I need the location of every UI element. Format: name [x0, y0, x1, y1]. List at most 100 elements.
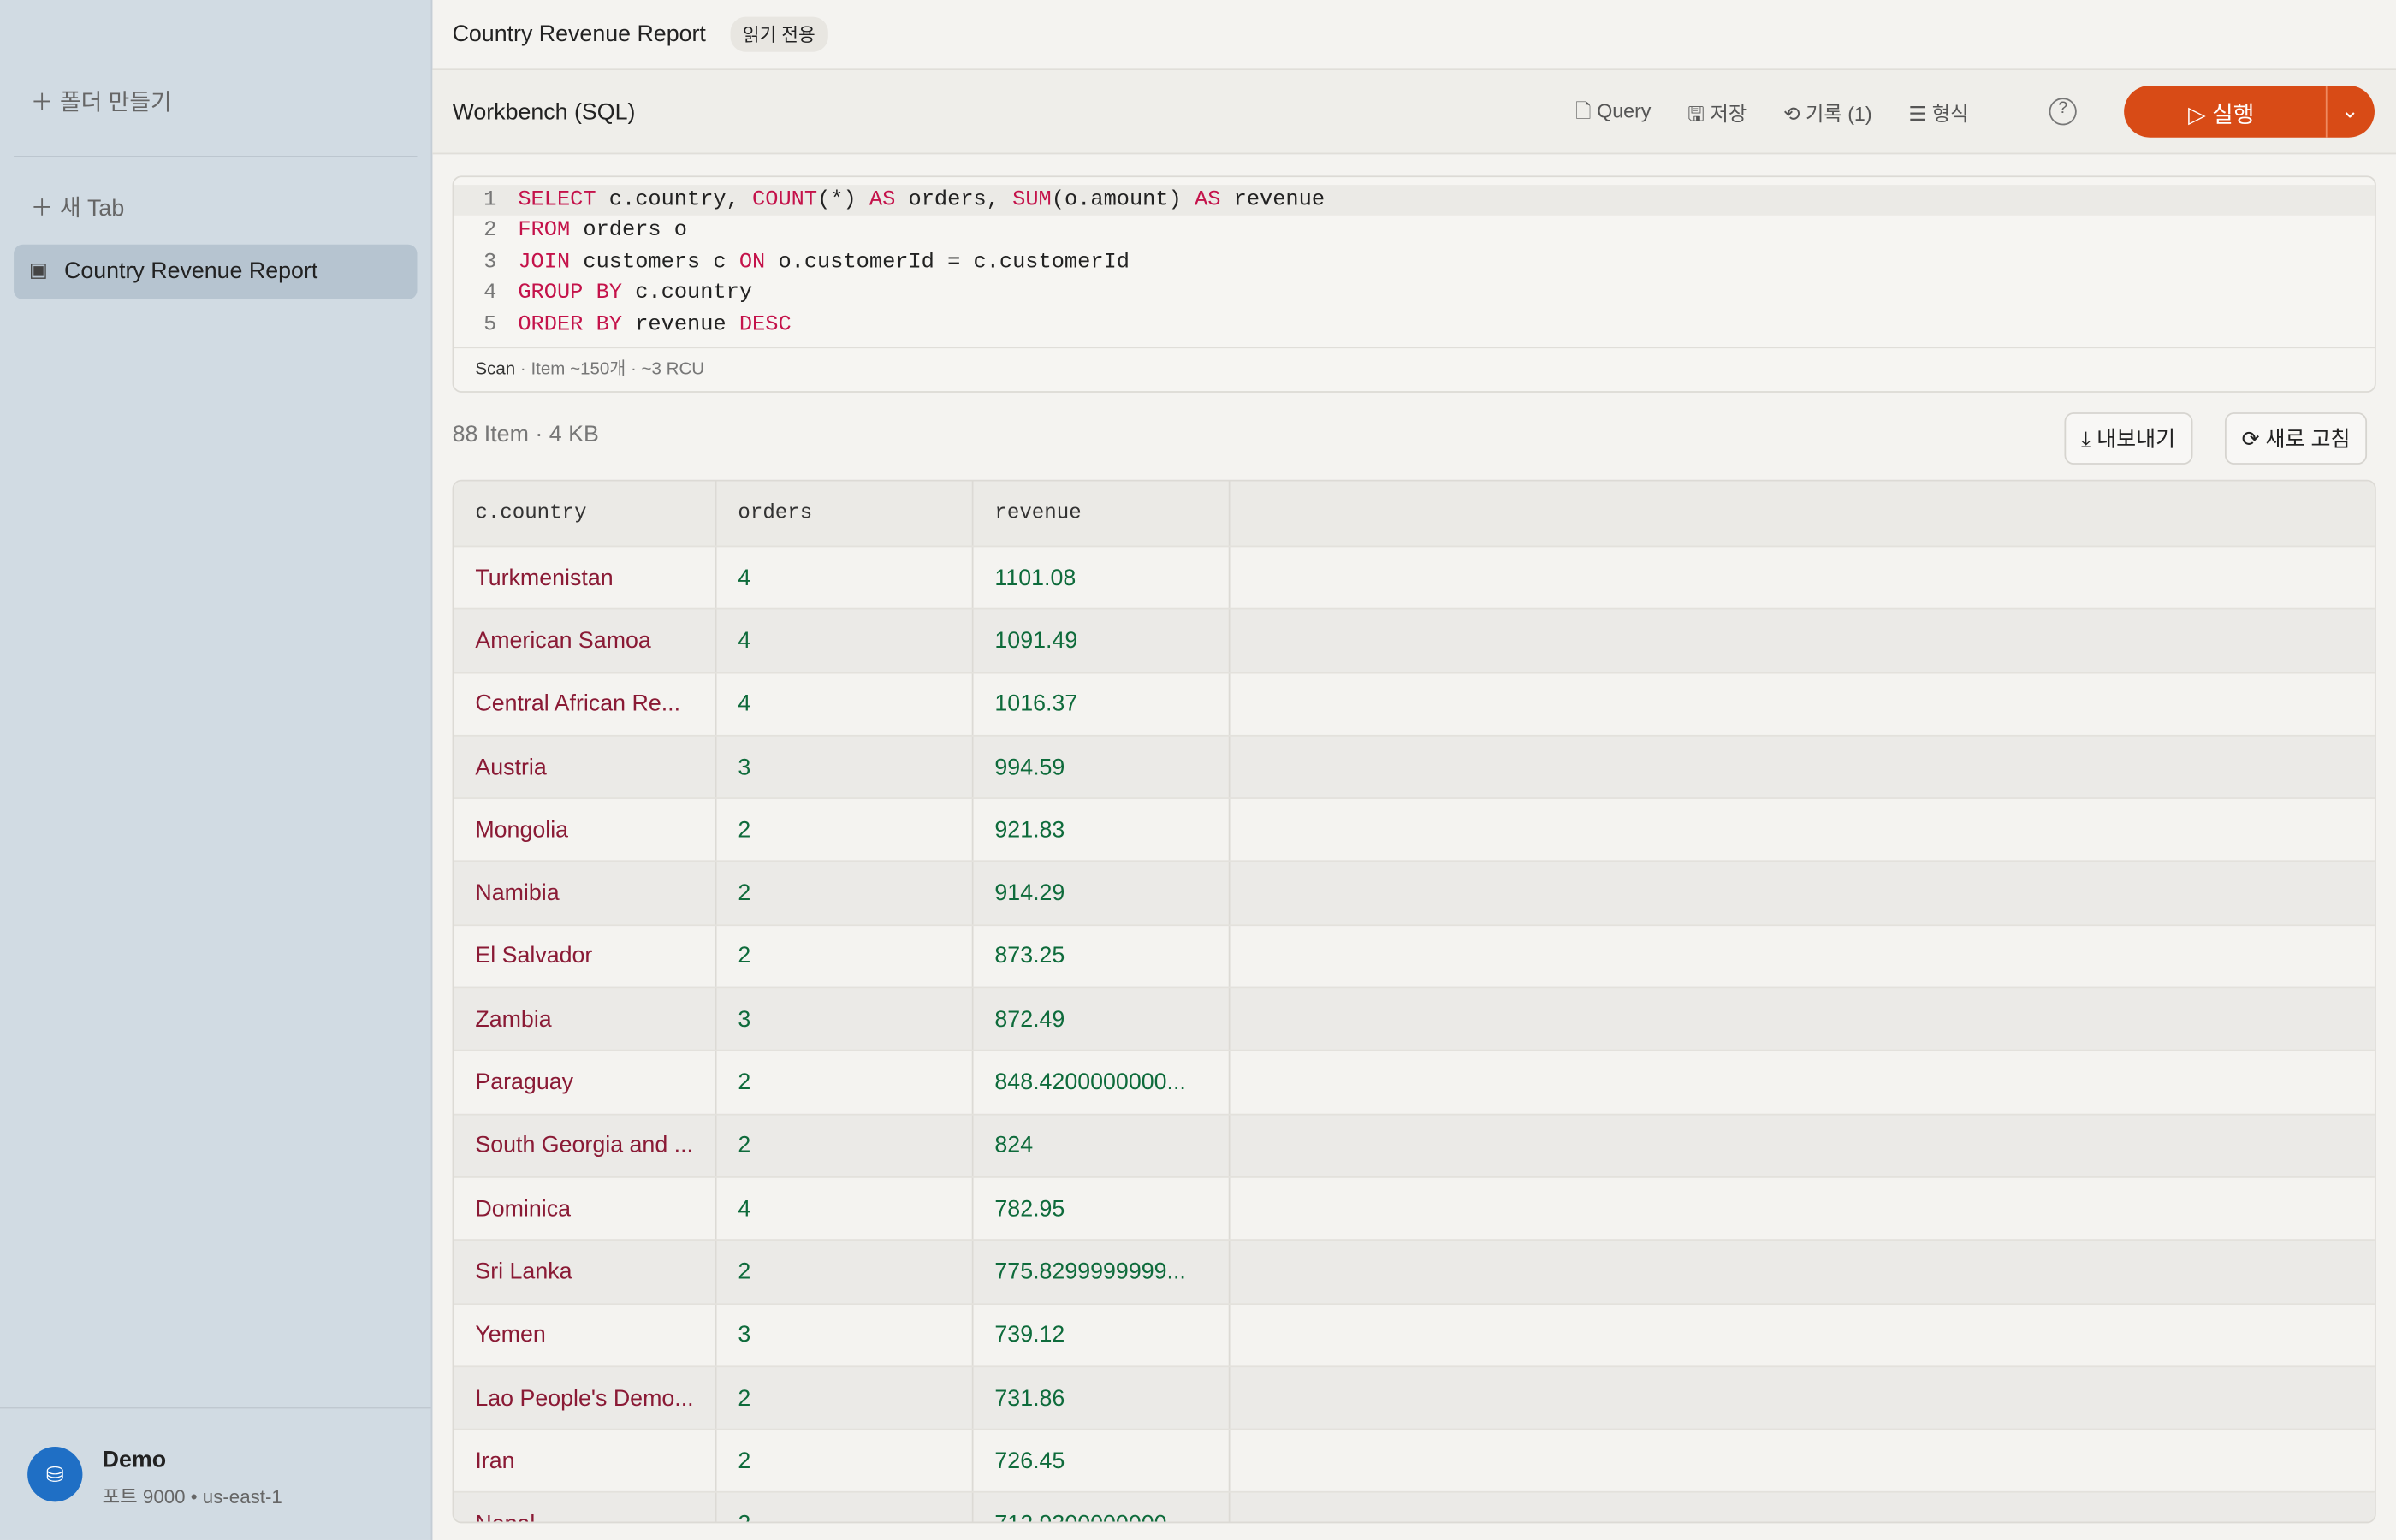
db-icon: ⛁	[27, 1447, 83, 1502]
column-header[interactable]: revenue	[972, 481, 1231, 548]
cell: Nepal	[454, 1492, 717, 1522]
column-filler	[1229, 481, 2375, 548]
cell-filler	[1229, 862, 2375, 926]
table-row: American Samoa 4 1091.49	[454, 609, 2375, 673]
code: 1 SELECT c.country, COUNT(*) AS orders, S…	[454, 185, 2375, 341]
cell: Central African Re...	[454, 672, 717, 737]
cell: 1101.08	[972, 546, 1231, 611]
code-line: 4 GROUP BY c.country	[454, 278, 2375, 309]
label: 새로 고침	[2265, 426, 2351, 451]
cell: 3	[715, 735, 974, 800]
divider	[14, 156, 418, 157]
cell: 921.83	[972, 798, 1231, 863]
cell: 2	[715, 1114, 974, 1178]
refresh-button[interactable]: ⟳ 새로 고침	[2224, 412, 2368, 465]
cell: 2	[715, 1240, 974, 1305]
cell: 873.25	[972, 924, 1231, 989]
line-number: 1	[483, 187, 497, 213]
cell: 3	[715, 1303, 974, 1367]
cell: 775.8299999999...	[972, 1240, 1231, 1305]
cell: 2	[715, 862, 974, 926]
code-text: GROUP BY c.country	[518, 281, 753, 306]
table-row: Zambia 3 872.49	[454, 987, 2375, 1052]
cell: 4	[715, 609, 974, 673]
label: 기록 (1)	[1806, 102, 1872, 126]
status-bar: Scan · Item ~150개 · ~3 RCU	[454, 346, 2375, 393]
active-tab[interactable]: ▣ Country Revenue Report	[14, 244, 418, 299]
line-number: 2	[483, 219, 497, 244]
cell: 994.59	[972, 735, 1231, 800]
table-row: South Georgia and ... 2 824	[454, 1114, 2375, 1178]
cell: 872.49	[972, 987, 1231, 1052]
cell: 782.95	[972, 1176, 1231, 1241]
label: 실행	[2212, 102, 2255, 128]
toolbar-button[interactable]: ☰ 형식	[1908, 102, 1969, 126]
column-header[interactable]: orders	[715, 481, 974, 548]
column-header[interactable]: c.country	[454, 481, 717, 548]
sidebar: ＋ 폴더 만들기 ＋ 새 Tab ▣ Country Revenue Repor…	[0, 0, 433, 1540]
code-line: 2 FROM orders o	[454, 216, 2375, 246]
cell: 726.45	[972, 1429, 1231, 1494]
header: Country Revenue Report 읽기 전용	[432, 0, 2396, 71]
cell: 4	[715, 672, 974, 737]
code-text: FROM orders o	[518, 219, 688, 244]
size: 4 KB	[549, 421, 599, 448]
cell: 2	[715, 1366, 974, 1430]
cell: 1016.37	[972, 672, 1231, 737]
table-row: Iran 2 726.45	[454, 1429, 2375, 1494]
label: 저장	[1710, 102, 1747, 126]
cell: 731.86	[972, 1366, 1231, 1430]
cell-filler	[1229, 798, 2375, 863]
cell: 2	[715, 1492, 974, 1522]
cell-filler	[1229, 546, 2375, 611]
toolbar-button[interactable]: 🖫 저장	[1687, 102, 1747, 126]
cell: 739.12	[972, 1303, 1231, 1367]
cell: 914.29	[972, 862, 1231, 926]
new-tab[interactable]: ＋ 새 Tab	[30, 195, 125, 222]
cell-filler	[1229, 987, 2375, 1052]
table-row: Paraguay 2 848.4200000000...	[454, 1051, 2375, 1115]
cell-filler	[1229, 1492, 2375, 1522]
table-row: Central African Re... 4 1016.37	[454, 672, 2375, 737]
toolbar: Workbench (SQL) 🗋 Query 🖫 저장 ⟲ 기록 (1) ☰ 형식 …	[432, 70, 2396, 155]
toolbar-button[interactable]: 🗋 Query	[1575, 99, 1652, 122]
help[interactable]: ?	[2049, 98, 2077, 126]
export-button[interactable]: ⤓ 내보내기	[2064, 412, 2192, 465]
cell: 2	[715, 1429, 974, 1494]
new-folder[interactable]: ＋ 폴더 만들기	[30, 90, 172, 116]
cell-filler	[1229, 1429, 2375, 1494]
line-number: 3	[483, 250, 497, 275]
table-row: Lao People's Demo... 2 731.86	[454, 1366, 2375, 1430]
table-row: Dominica 4 782.95	[454, 1176, 2375, 1241]
cell: South Georgia and ...	[454, 1114, 717, 1178]
connection-detail: 포트 9000 • us-east-1	[102, 1486, 282, 1508]
cell: Lao People's Demo...	[454, 1366, 717, 1430]
table-row: Sri Lanka 2 775.8299999999...	[454, 1240, 2375, 1305]
title: Country Revenue Report	[452, 21, 706, 48]
title: Workbench (SQL)	[452, 99, 636, 126]
cell: 2	[715, 798, 974, 863]
table-row: El Salvador 2 873.25	[454, 924, 2375, 989]
cell: Namibia	[454, 862, 717, 926]
line-number: 5	[483, 312, 497, 337]
label: 내보내기	[2096, 426, 2176, 451]
cell-filler	[1229, 1176, 2375, 1241]
line-number: 4	[483, 281, 497, 306]
label: Query	[1597, 99, 1652, 122]
run-button[interactable]: ▷ 실행 ⌄	[2124, 85, 2375, 138]
code-text: ORDER BY revenue DESC	[518, 312, 792, 337]
code-text: SELECT c.country, COUNT(*) AS orders, SU…	[518, 187, 1326, 213]
cell: El Salvador	[454, 924, 717, 989]
label: Country Revenue Report	[63, 258, 318, 285]
table-row: Turkmenistan 4 1101.08	[454, 546, 2375, 611]
editor: 1 SELECT c.country, COUNT(*) AS orders, S…	[452, 175, 2376, 393]
count: 88 Item	[452, 421, 529, 448]
code-line: 5 ORDER BY revenue DESC	[454, 310, 2375, 341]
toolbar-buttons: 🗋 Query 🖫 저장 ⟲ 기록 (1) ☰ 형식	[1575, 98, 1968, 134]
cell: 4	[715, 1176, 974, 1241]
code-line: 3 JOIN customers c ON o.customerId = c.cu…	[454, 247, 2375, 278]
badge: 읽기 전용	[730, 16, 827, 52]
table-row: Namibia 2 914.29	[454, 862, 2375, 926]
toolbar-button[interactable]: ⟲ 기록 (1)	[1783, 102, 1872, 126]
